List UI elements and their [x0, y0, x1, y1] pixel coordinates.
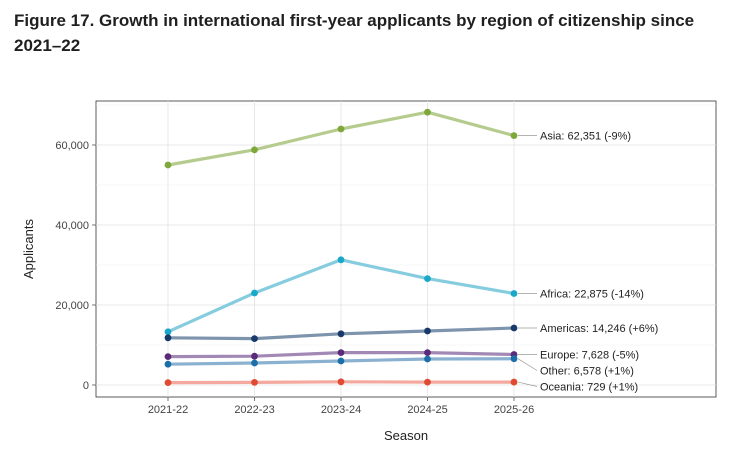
data-point-europe [424, 349, 431, 356]
data-point-africa [251, 289, 258, 297]
data-point-africa [510, 290, 518, 297]
x-tick-label: 2024-25 [407, 404, 447, 416]
x-tick-label: 2021-22 [148, 404, 188, 416]
plot-panel [95, 100, 717, 398]
data-point-africa [164, 328, 172, 336]
chart-title: Figure 17. Growth in international first… [14, 11, 695, 55]
x-tick-label: 2023-24 [321, 404, 361, 416]
y-tick-label: 20,000 [55, 300, 89, 312]
end-label-oceania: Oceania: 729 (+1%) [540, 381, 638, 393]
y-axis-title: Applicants [21, 219, 36, 279]
x-tick-label: 2025-26 [494, 404, 534, 416]
data-point-europe [337, 349, 345, 356]
data-point-other [337, 357, 345, 365]
data-point-asia [510, 132, 518, 139]
end-label-americas: Americas: 14,246 (+6%) [540, 323, 658, 335]
data-point-other [251, 359, 258, 367]
data-point-americas [510, 324, 518, 332]
end-label-asia: Asia: 62,351 (-9%) [540, 131, 631, 143]
y-tick-label: 40,000 [55, 220, 89, 232]
data-point-europe [164, 353, 172, 360]
data-point-asia [251, 146, 258, 154]
data-point-americas [337, 330, 345, 338]
data-point-oceania [164, 379, 172, 386]
data-point-other [164, 360, 172, 368]
data-point-africa [337, 256, 345, 264]
data-point-oceania [337, 378, 345, 386]
leader-line-other [517, 358, 538, 371]
data-point-oceania [424, 378, 431, 386]
x-tick-label: 2022-23 [234, 404, 274, 416]
y-tick-label: 60,000 [55, 140, 89, 152]
leader-line-oceania [517, 381, 538, 387]
end-label-europe: Europe: 7,628 (-5%) [540, 349, 639, 361]
data-point-americas [424, 327, 431, 335]
data-point-oceania [251, 379, 258, 386]
y-tick-label: 0 [83, 380, 89, 392]
data-point-asia [424, 108, 431, 116]
data-point-other [510, 355, 518, 363]
data-point-americas [251, 335, 258, 342]
data-point-europe [251, 352, 258, 360]
end-label-other: Other: 6,578 (+1%) [540, 365, 634, 377]
data-point-other [424, 355, 431, 363]
data-point-americas [164, 334, 172, 342]
data-point-asia [337, 125, 345, 133]
data-point-africa [424, 275, 431, 282]
end-label-africa: Africa: 22,875 (-14%) [540, 289, 644, 301]
data-point-asia [164, 161, 172, 169]
data-point-oceania [510, 378, 518, 386]
x-axis-title: Season [384, 428, 428, 443]
